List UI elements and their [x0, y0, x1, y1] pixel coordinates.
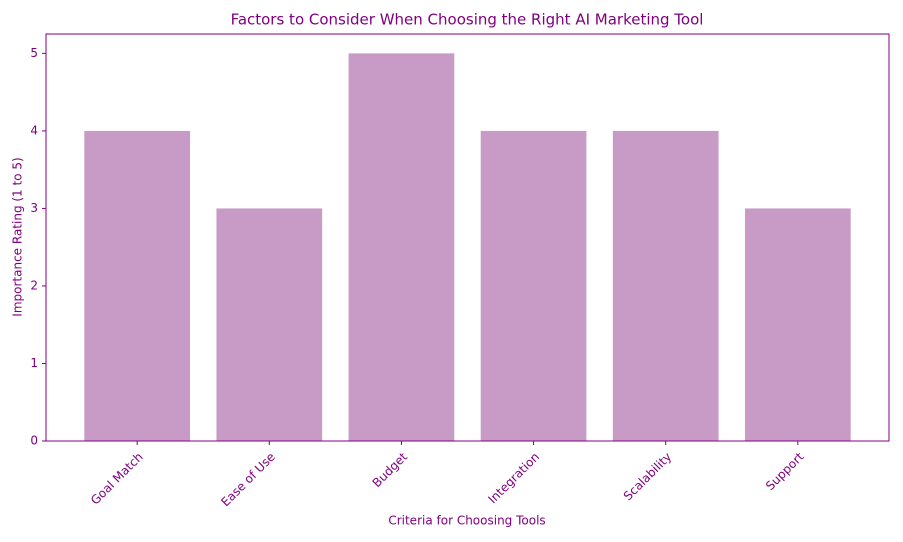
x-axis-label: Criteria for Choosing Tools [388, 514, 545, 528]
y-tick-label: 2 [30, 278, 38, 292]
bar [612, 130, 719, 441]
bar [348, 53, 455, 441]
bar [216, 208, 323, 441]
bar [84, 130, 191, 441]
x-tick-label: Integration [486, 450, 543, 507]
bar [480, 130, 587, 441]
y-tick-label: 5 [30, 46, 38, 60]
y-axis-label: Importance Rating (1 to 5) [11, 157, 25, 316]
y-tick-label: 3 [30, 201, 38, 215]
x-tick-label: Goal Match [88, 450, 146, 508]
x-tick-label: Ease of Use [218, 450, 278, 510]
x-tick-label: Support [763, 449, 807, 493]
x-tick-label: Scalability [621, 450, 675, 504]
plot-frame [45, 33, 890, 442]
y-tick-label: 1 [30, 356, 38, 370]
x-tick-label: Budget [370, 449, 411, 490]
bar [744, 208, 851, 441]
chart-title: Factors to Consider When Choosing the Ri… [231, 11, 704, 29]
y-tick-label: 4 [30, 123, 38, 137]
y-tick-label: 0 [30, 434, 38, 448]
